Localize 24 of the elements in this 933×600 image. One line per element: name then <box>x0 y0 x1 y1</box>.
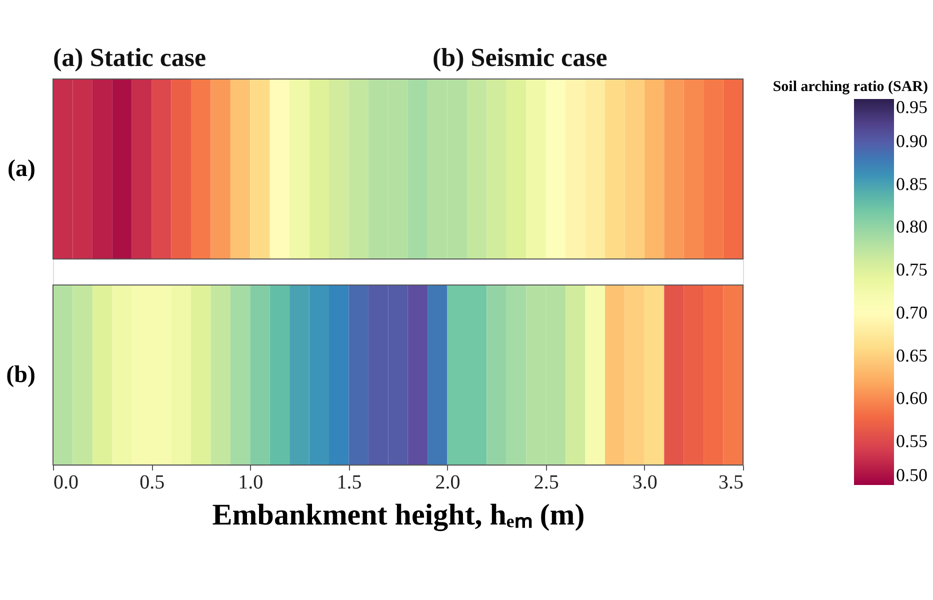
x-tick-label: 3.5 <box>718 472 744 494</box>
x-tick-label: 1.5 <box>336 472 362 494</box>
color-bar-label: 0.70 <box>896 302 928 322</box>
color-bar-label: 0.55 <box>896 431 928 452</box>
color-bar-label: 0.65 <box>896 345 928 366</box>
color-bar-label: 0.60 <box>896 388 928 408</box>
color-bar-label: 0.90 <box>896 130 928 151</box>
x-tick-label: 0.5 <box>140 472 165 494</box>
text: (b) Seismic case <box>432 43 608 72</box>
text: (a) Static case <box>53 43 206 72</box>
x-tick-label: 2.0 <box>435 472 460 494</box>
color-bar-label: 0.75 <box>896 260 928 280</box>
x-axis-title: Embankment height, hₑₘ (m) <box>212 498 585 532</box>
x-tick-label: 3.0 <box>632 472 658 494</box>
x-tick-label: 2.5 <box>534 472 559 494</box>
color-bar-label: 0.85 <box>896 174 928 194</box>
y-tick-label: (b) <box>6 362 36 388</box>
color-bar-label: 0.80 <box>896 216 928 237</box>
color-bar-title: Soil arching ratio (SAR) <box>772 79 928 95</box>
color-bar-label: 0.95 <box>896 97 928 117</box>
color-bar-label: 0.50 <box>896 465 928 485</box>
x-tick-label: 0.0 <box>54 472 78 494</box>
y-tick-label: (a) <box>8 156 36 182</box>
x-tick-label: 1.0 <box>238 472 264 494</box>
